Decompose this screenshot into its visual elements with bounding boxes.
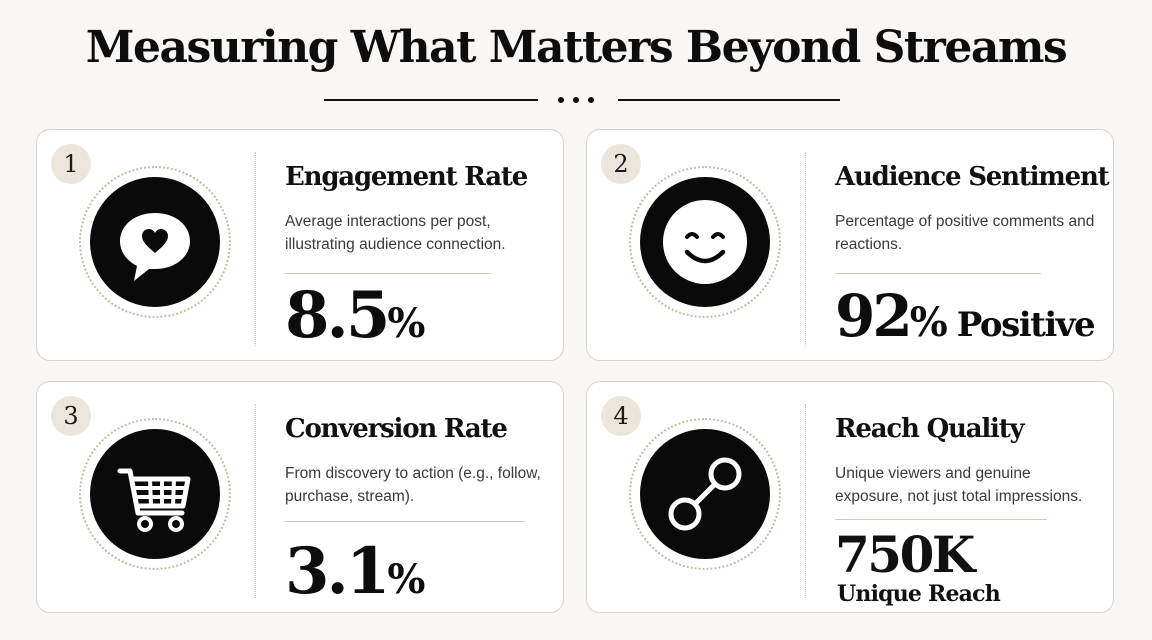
metric-card-engagement-rate: 1 Engagement Rate Average interactions p…: [36, 129, 564, 361]
card-divider: [805, 404, 806, 598]
card-title: Reach Quality: [835, 414, 1025, 444]
icon-ring: [629, 418, 781, 570]
metric-unit: %: [387, 300, 425, 347]
card-divider: [805, 152, 806, 346]
icon-ring: [629, 166, 781, 318]
card-title: Conversion Rate: [285, 414, 508, 444]
metric-number: 750K: [835, 525, 975, 584]
card-rule: [285, 273, 491, 274]
metric-suffix: Positive: [956, 305, 1096, 345]
card-description: Average interactions per post, illustrat…: [285, 213, 506, 253]
metric-unit: %: [909, 299, 948, 346]
card-description: Percentage of positive comments and reac…: [835, 213, 1095, 253]
metric-unit: %: [387, 556, 425, 603]
card-rule: [835, 519, 1047, 520]
shopping-cart-icon: [90, 429, 220, 559]
metric-value: 8.5%: [285, 276, 425, 372]
card-rule: [835, 273, 1041, 274]
icon-ring: [79, 418, 231, 570]
icon-ring: [79, 166, 231, 318]
metric-number: 8.5: [285, 278, 390, 353]
card-title: Engagement Rate: [285, 162, 528, 192]
metric-caption: Unique Reach: [837, 581, 1001, 607]
metric-value: 3.1%: [285, 532, 425, 628]
card-rule: [285, 521, 525, 522]
speech-bubble-heart-icon: [90, 177, 220, 307]
metric-card-audience-sentiment: 2 Audience Sentiment Percentage of posit…: [586, 129, 1114, 361]
metric-card-conversion-rate: 3 Conversion Rate From discovery to acti…: [36, 381, 564, 613]
card-description: Unique viewers and genuine exposure, not…: [835, 465, 1083, 505]
card-description: From discovery to action (e.g., follow, …: [285, 465, 541, 505]
card-title: Audience Sentiment: [835, 162, 1110, 192]
page-title: Measuring What Matters Beyond Streams: [85, 22, 1068, 73]
metric-card-reach-quality: 4 Reach Quality Unique viewers and genui…: [586, 381, 1114, 613]
card-number-badge: 1: [51, 144, 91, 184]
metric-number: 3.1: [285, 534, 390, 609]
connection-link-icon: [640, 429, 770, 559]
card-number-badge: 4: [601, 396, 641, 436]
card-number-badge: 2: [601, 144, 641, 184]
card-number-badge: 3: [51, 396, 91, 436]
metric-number: 92: [835, 282, 913, 350]
title-divider: [324, 97, 840, 103]
card-divider: [255, 404, 256, 598]
metric-value: 92% Positive: [835, 276, 1096, 371]
smiley-face-icon: [640, 177, 770, 307]
card-divider: [255, 152, 256, 346]
